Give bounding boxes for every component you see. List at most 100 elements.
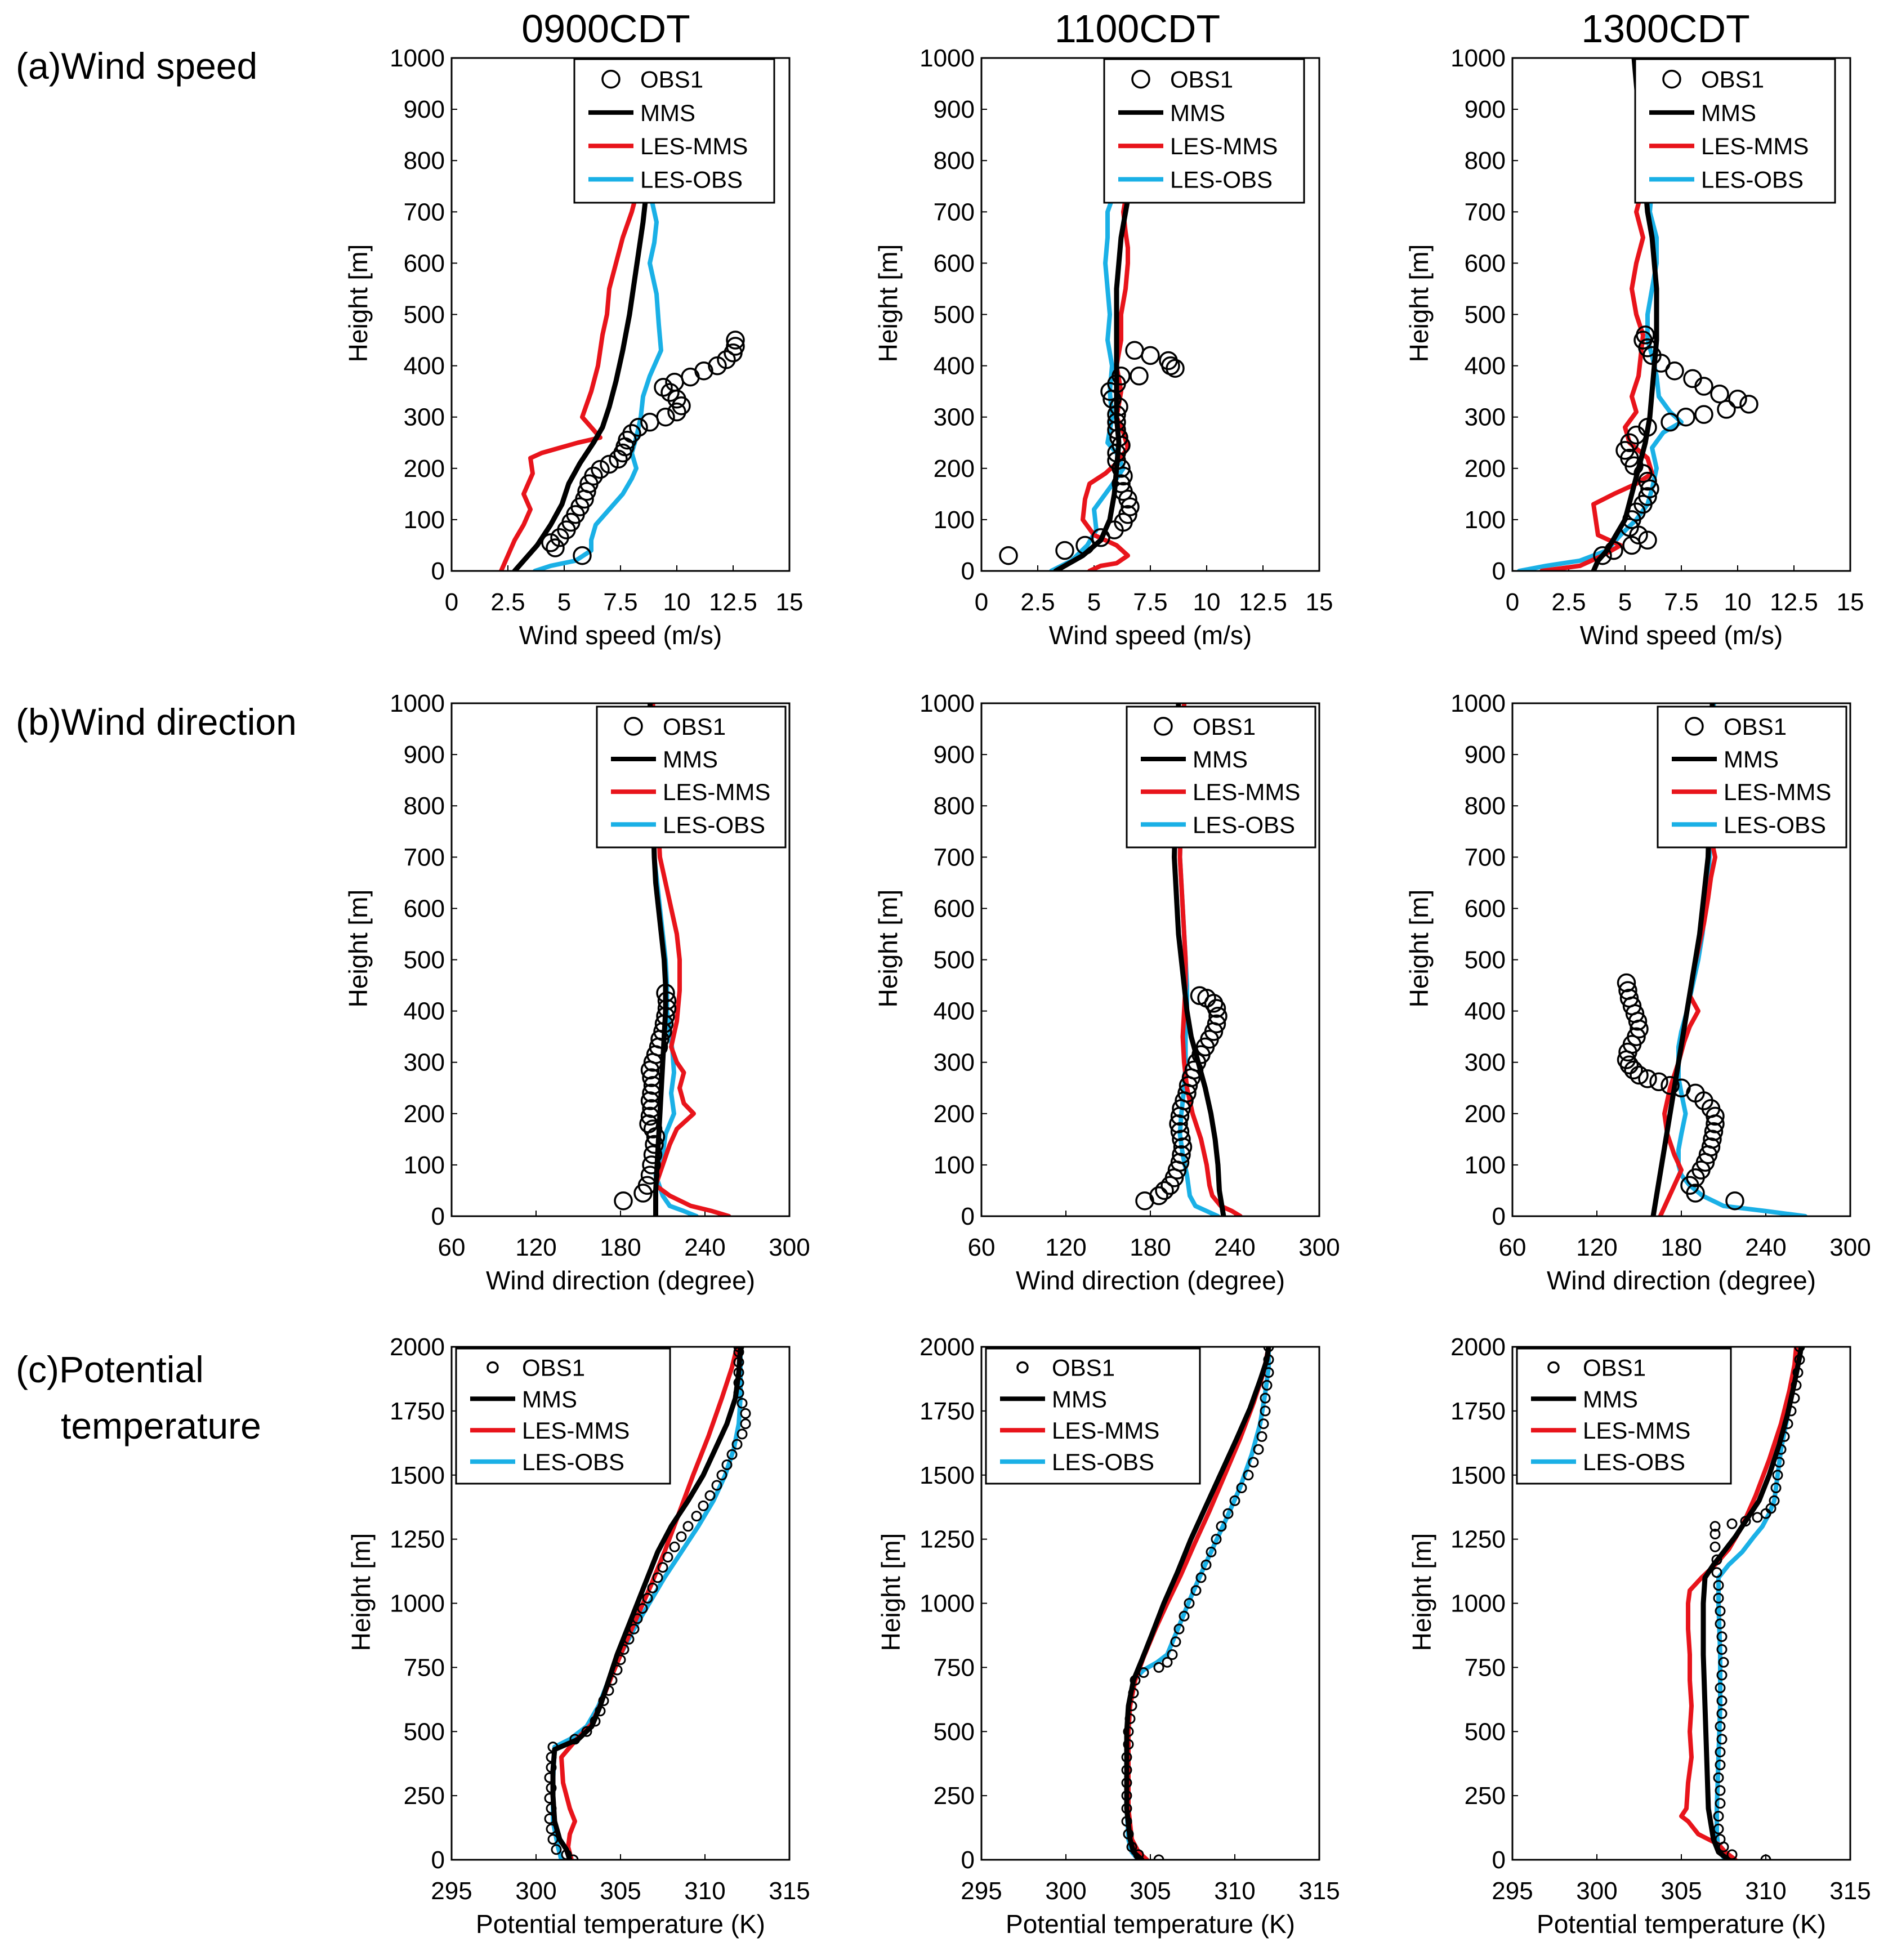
legend-label: MMS [1193, 746, 1248, 773]
x-axis-label: Wind direction (degree) [1016, 1266, 1285, 1295]
obs-marker [590, 1716, 601, 1727]
obs-marker [737, 1428, 748, 1440]
y-tick-label: 500 [1465, 301, 1506, 329]
obs-marker [643, 1119, 663, 1139]
obs-marker [643, 1075, 663, 1095]
y-tick-label: 100 [404, 1151, 445, 1179]
obs-marker [1173, 1623, 1185, 1635]
obs-marker [733, 1367, 744, 1378]
obs-marker [1715, 1747, 1726, 1758]
plot-frame [450, 57, 791, 572]
obs-marker [642, 1068, 661, 1087]
y-tick-label: 200 [404, 455, 445, 483]
obs-marker [1709, 1521, 1721, 1532]
obs-marker [1207, 1014, 1226, 1034]
y-tick-label: 600 [404, 895, 445, 922]
row-label: temperature [61, 1405, 261, 1446]
x-tick-label: 315 [1829, 1877, 1871, 1905]
column-title: 1300CDT [1581, 7, 1750, 51]
obs-marker [1114, 466, 1133, 486]
plot-frame [980, 702, 1320, 1217]
obs-marker [1636, 325, 1655, 345]
obs-marker [1792, 1367, 1804, 1378]
y-tick-label: 300 [1465, 1049, 1506, 1077]
obs-marker [1153, 1854, 1164, 1860]
obs-marker [1184, 1598, 1195, 1609]
y-tick-label: 300 [934, 404, 975, 431]
obs-marker [551, 1844, 562, 1855]
obs-marker [1769, 1495, 1780, 1506]
obs-marker [1716, 1695, 1728, 1707]
y-tick-label: 800 [934, 792, 975, 820]
row-label: (c)Potential [16, 1349, 204, 1390]
obs-marker [1169, 1114, 1188, 1133]
series-obs1 [614, 983, 677, 1211]
x-tick-label: 180 [600, 1234, 641, 1261]
obs-marker [665, 373, 684, 392]
legend-label: LES-MMS [640, 133, 748, 159]
obs-marker [1121, 1765, 1132, 1776]
x-tick-label: 5 [557, 588, 571, 616]
x-tick-label: 180 [1661, 1234, 1702, 1261]
y-tick-label: 0 [1492, 557, 1506, 585]
obs-marker [614, 1191, 633, 1211]
obs-marker [1149, 1186, 1168, 1206]
obs-marker [547, 1742, 559, 1753]
y-tick-label: 800 [1465, 147, 1506, 175]
obs-marker [1258, 1418, 1269, 1430]
legend-label: LES-MMS [1052, 1417, 1159, 1444]
x-tick-label: 2.5 [1020, 588, 1055, 616]
x-axis-label: Wind speed (m/s) [519, 620, 722, 650]
x-tick-label: 10 [663, 588, 691, 616]
obs-marker [618, 1644, 630, 1655]
obs-marker [546, 1752, 557, 1763]
x-tick-label: 15 [1837, 588, 1864, 616]
y-tick-label: 200 [934, 1100, 975, 1128]
obs-marker [726, 337, 745, 356]
legend-label: LES-OBS [1052, 1449, 1154, 1475]
y-tick-label: 300 [934, 1049, 975, 1077]
legend-obs-swatch [1016, 1361, 1029, 1374]
legend-box [596, 706, 787, 849]
obs-marker [1114, 482, 1133, 501]
obs-marker [1624, 1060, 1643, 1080]
legend-obs-swatch [1662, 69, 1681, 89]
legend-label: MMS [1052, 1386, 1107, 1412]
obs-marker [632, 1613, 643, 1624]
obs-marker [1263, 1367, 1274, 1378]
obs-marker [1779, 1431, 1790, 1442]
obs-marker [1638, 530, 1657, 550]
series-obs1 [1135, 986, 1228, 1211]
x-tick-label: 305 [1661, 1877, 1702, 1905]
x-tick-label: 240 [684, 1234, 725, 1261]
obs-marker [1256, 1431, 1267, 1442]
obs-marker [1715, 1785, 1726, 1796]
obs-marker [1739, 395, 1758, 414]
legend-label: LES-MMS [1724, 779, 1831, 805]
obs-marker [1190, 986, 1209, 1006]
obs-marker [1208, 1006, 1228, 1026]
obs-marker [1109, 428, 1128, 447]
obs-marker [1126, 1700, 1137, 1712]
obs-marker [1155, 1181, 1174, 1200]
obs-marker [1619, 989, 1639, 1008]
series-obs1 [544, 1347, 751, 1860]
y-tick-label: 500 [934, 1718, 975, 1745]
obs-marker [721, 1459, 733, 1470]
obs-marker [1715, 1605, 1726, 1617]
y-tick-label: 600 [1465, 895, 1506, 922]
obs-marker [1715, 1760, 1726, 1770]
obs-marker [1206, 1546, 1217, 1557]
legend-obs-swatch [1685, 717, 1704, 736]
x-tick-label: 5 [1618, 588, 1632, 616]
obs-marker [1130, 367, 1149, 386]
obs-marker [1640, 479, 1659, 498]
y-tick-label: 0 [431, 1846, 445, 1874]
obs-marker [647, 1582, 658, 1593]
obs-marker [669, 1541, 680, 1552]
obs-marker [1118, 505, 1137, 524]
y-tick-label: 300 [1465, 404, 1506, 431]
series-line-les-mms [1679, 1347, 1798, 1860]
obs-marker [1153, 1662, 1164, 1673]
obs-marker [1701, 1137, 1721, 1157]
